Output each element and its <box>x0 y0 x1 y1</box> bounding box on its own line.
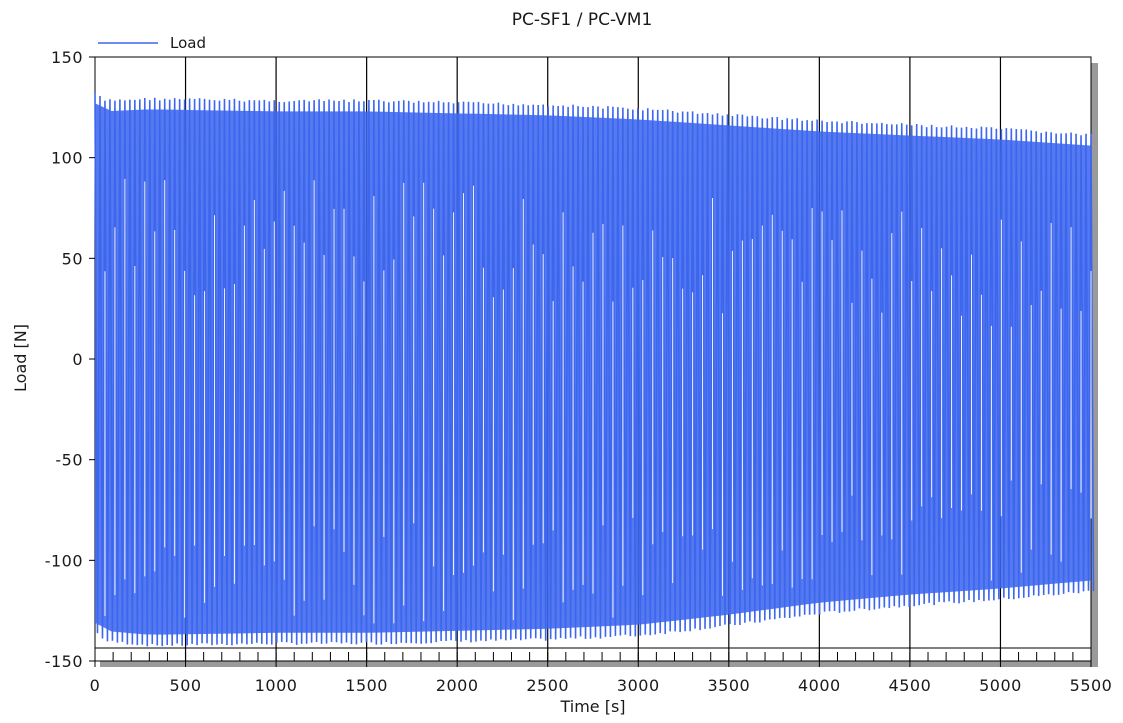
x-tick-label-0: 0 <box>90 676 101 695</box>
x-tick-label-5: 2500 <box>526 676 569 695</box>
chart-title: PC-SF1 / PC-VM1 <box>512 10 653 30</box>
y-axis-label: Load [N] <box>11 324 30 392</box>
x-tick-label-1: 500 <box>170 676 202 695</box>
x-axis-label: Time [s] <box>559 697 625 716</box>
y-tick-label-6: -150 <box>45 652 83 671</box>
x-axis: 0 500 1000 1500 2000 2500 3000 3500 4000 4500 5000… <box>90 661 1113 695</box>
y-tick-label-0: 150 <box>51 48 83 67</box>
y-axis: 150 100 50 0 -50 -100 -150 <box>45 48 95 671</box>
y-tick-label-4: -50 <box>55 451 83 470</box>
minor-ticks <box>95 647 1091 661</box>
x-tick-label-8: 4000 <box>798 676 841 695</box>
x-tick-label-7: 3500 <box>707 676 750 695</box>
x-tick-label-6: 3000 <box>617 676 660 695</box>
y-tick-label-2: 50 <box>62 249 83 268</box>
x-tick-label-9: 4500 <box>889 676 932 695</box>
y-tick-label-5: -100 <box>45 551 83 570</box>
x-tick-label-4: 2000 <box>436 676 479 695</box>
overlay <box>95 103 1092 635</box>
y-tick-label-1: 100 <box>51 149 83 168</box>
plot-shadow-bottom <box>100 660 1098 667</box>
plot-shadow <box>1091 63 1098 667</box>
y-tick-label-3: 0 <box>72 350 83 369</box>
legend-label: Load <box>170 34 206 52</box>
x-tick-label-10: 5000 <box>979 676 1022 695</box>
x-tick-label-2: 1000 <box>255 676 298 695</box>
x-tick-label-3: 1500 <box>345 676 388 695</box>
x-tick-label-11: 5500 <box>1070 676 1113 695</box>
